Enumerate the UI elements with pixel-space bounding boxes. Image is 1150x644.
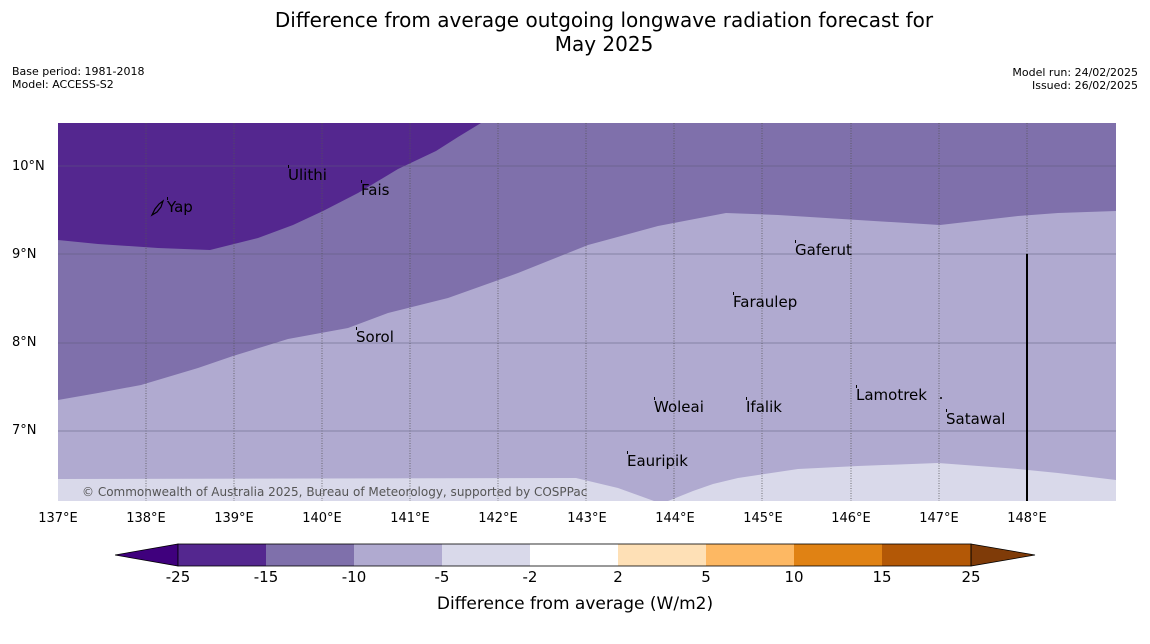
colorbar-tick-minus5: -5: [434, 568, 450, 586]
colorbar-extend-low: [115, 543, 179, 567]
colorbar-extend-high: [970, 543, 1036, 567]
colorbar-tick-10: 10: [784, 568, 804, 586]
colorbar-tick-15: 15: [872, 568, 892, 586]
islet-mark: [940, 397, 942, 399]
colorbar-bin-3: [354, 544, 442, 566]
colorbar-bin-7: [706, 544, 794, 566]
copyright-notice: © Commonwealth of Australia 2025, Bureau…: [82, 485, 588, 499]
base-period-text: Base period: 1981-2018: [12, 65, 145, 78]
place-yap: Yap: [167, 197, 193, 216]
colorbar-tick-minus2: -2: [522, 568, 538, 586]
colorbar: [115, 543, 1036, 567]
lon-label-143e: 143°E: [567, 511, 607, 526]
lon-label-138e: 138°E: [126, 511, 166, 526]
lon-label-141e: 141°E: [390, 511, 430, 526]
meta-right: Model run: 24/02/2025 Issued: 26/02/2025: [1012, 66, 1138, 92]
lon-label-139e: 139°E: [214, 511, 254, 526]
place-lamotrek: Lamotrek: [856, 385, 927, 404]
colorbar-bin-2: [266, 544, 354, 566]
lon-label-146e: 146°E: [831, 511, 871, 526]
meta-left: Base period: 1981-2018 Model: ACCESS-S2: [12, 65, 144, 91]
lat-label-8n: 8°N: [12, 335, 37, 350]
colorbar-label: Difference from average (W/m2): [436, 594, 714, 614]
place-woleai: Woleai: [654, 397, 704, 416]
colorbar-tick-5: 5: [701, 568, 711, 586]
colorbar-bin-5: [530, 544, 618, 566]
lon-label-147e: 147°E: [919, 511, 959, 526]
colorbar-bin-9: [882, 544, 971, 566]
colorbar-bin-6: [618, 544, 706, 566]
colorbar-frame: [177, 543, 972, 567]
model-run-text: Model run: 24/02/2025: [1012, 66, 1138, 79]
lat-label-10n: 10°N: [12, 159, 45, 174]
title-line-2: May 2025: [554, 32, 654, 56]
place-eauripik: Eauripik: [627, 451, 688, 470]
lon-label-140e: 140°E: [302, 511, 342, 526]
place-fais: Fais: [361, 180, 390, 199]
place-gaferut: Gaferut: [795, 240, 852, 259]
latitude-lines: [58, 165, 1116, 432]
lon-label-145e: 145°E: [743, 511, 783, 526]
lon-label-137e: 137°E: [38, 511, 78, 526]
model-text: Model: ACCESS-S2: [12, 78, 114, 91]
map-panel: [58, 123, 1116, 501]
place-satawal: Satawal: [946, 409, 1006, 428]
lat-label-9n: 9°N: [12, 247, 37, 262]
lon-label-148e: 148°E: [1007, 511, 1047, 526]
colorbar-bin-4: [442, 544, 530, 566]
place-ifalik: Ifalik: [746, 397, 782, 416]
yap-island-outline: [150, 199, 165, 217]
place-faraulep: Faraulep: [733, 292, 798, 311]
colorbar-tick-25: 25: [961, 568, 981, 586]
lat-label-7n: 7°N: [12, 423, 37, 438]
map-svg: [58, 123, 1116, 501]
colorbar-tick-minus25: -25: [165, 568, 191, 586]
band-minus25-minus15: [58, 123, 481, 250]
colorbar-bin-8: [794, 544, 882, 566]
colorbar-tick-2: 2: [613, 568, 623, 586]
colorbar-tick-minus10: -10: [341, 568, 367, 586]
lon-label-142e: 142°E: [478, 511, 518, 526]
issued-text: Issued: 26/02/2025: [1031, 79, 1138, 92]
place-ulithi: Ulithi: [288, 165, 327, 184]
colorbar-tick-minus15: -15: [253, 568, 279, 586]
colorbar-bin-1: [178, 544, 266, 566]
place-sorol: Sorol: [356, 327, 394, 346]
lon-label-144e: 144°E: [655, 511, 695, 526]
graticule: [145, 123, 1028, 501]
map-title: Difference from average outgoing longwav…: [0, 8, 1150, 56]
title-line-1: Difference from average outgoing longwav…: [274, 8, 934, 32]
